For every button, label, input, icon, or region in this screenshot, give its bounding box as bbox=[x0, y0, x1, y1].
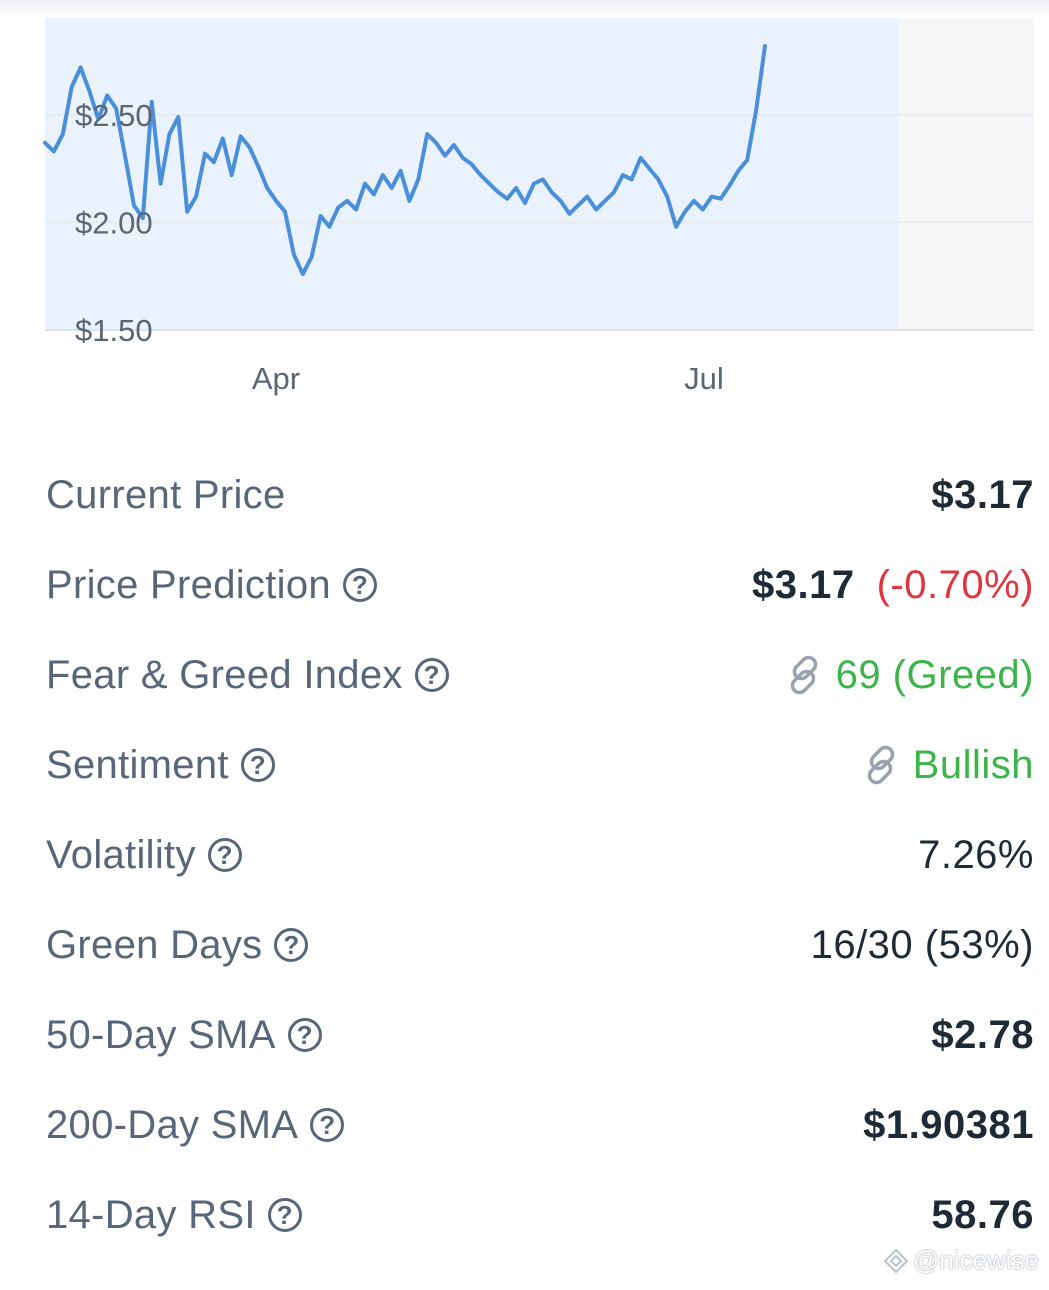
price-chart-svg: $2.50 $2.00 $1.50 Apr Jul bbox=[43, 18, 1034, 396]
top-shadow bbox=[0, 0, 1049, 18]
prediction-change: (-0.70%) bbox=[876, 562, 1034, 607]
stat-row-green-days: Green Days ? 16/30 (53%) bbox=[46, 900, 1034, 990]
price-chart[interactable]: $2.50 $2.00 $1.50 Apr Jul bbox=[0, 0, 1049, 420]
chart-x-tick-label: Apr bbox=[252, 361, 300, 396]
stat-value-green-days: 16/30 (53%) bbox=[810, 922, 1034, 967]
help-circle-icon[interactable]: ? bbox=[274, 928, 309, 962]
stat-value-current-price: $3.17 bbox=[931, 472, 1034, 517]
stat-label-fear-greed: Fear & Greed Index ? bbox=[46, 653, 449, 698]
chart-y-tick-label: $2.50 bbox=[75, 98, 153, 133]
stat-value-fear-greed: 69 (Greed) bbox=[782, 653, 1034, 698]
chart-x-tick-label: Jul bbox=[684, 361, 724, 396]
chart-y-tick-label: $2.00 bbox=[75, 205, 153, 240]
help-circle-icon[interactable]: ? bbox=[287, 1018, 322, 1052]
stat-label-text: 200-Day SMA bbox=[46, 1102, 299, 1147]
stat-label-price-prediction: Price Prediction ? bbox=[46, 563, 377, 608]
stat-label-200-day-sma: 200-Day SMA ? bbox=[46, 1102, 345, 1148]
chart-y-tick-label: $1.50 bbox=[75, 313, 153, 348]
prediction-price: $3.17 bbox=[752, 562, 855, 607]
stat-value-50-day-sma: $2.78 bbox=[931, 1012, 1034, 1057]
chart-area-background bbox=[45, 18, 898, 330]
help-circle-icon[interactable]: ? bbox=[240, 748, 275, 782]
stat-row-volatility: Volatility ? 7.26% bbox=[46, 810, 1034, 900]
link-icon[interactable] bbox=[859, 743, 903, 787]
stat-label-text: 50-Day SMA bbox=[46, 1012, 276, 1057]
stat-row-current-price: Current Price $3.17 bbox=[46, 450, 1034, 540]
stat-row-sentiment: Sentiment ? Bullish bbox=[46, 720, 1034, 810]
stat-row-price-prediction: Price Prediction ? $3.17 (-0.70%) bbox=[46, 540, 1034, 630]
watermark-text: @nicewise bbox=[912, 1245, 1039, 1275]
watermark-logo-icon bbox=[883, 1248, 909, 1273]
stat-label-14-day-rsi: 14-Day RSI ? bbox=[46, 1193, 302, 1238]
help-circle-icon[interactable]: ? bbox=[310, 1108, 345, 1142]
fear-greed-value[interactable]: 69 (Greed) bbox=[835, 652, 1034, 697]
stat-label-text: 14-Day RSI bbox=[46, 1192, 256, 1237]
stat-value-14-day-rsi: 58.76 bbox=[931, 1192, 1034, 1237]
stat-label-green-days: Green Days ? bbox=[46, 922, 309, 968]
stat-label-50-day-sma: 50-Day SMA ? bbox=[46, 1013, 322, 1058]
stat-label-text: Green Days bbox=[46, 922, 263, 967]
watermark: @nicewise bbox=[883, 1245, 1039, 1276]
stat-row-fear-greed: Fear & Greed Index ? 69 (Greed) bbox=[46, 630, 1034, 720]
sentiment-value[interactable]: Bullish bbox=[912, 742, 1034, 787]
stat-label-sentiment: Sentiment ? bbox=[46, 743, 275, 788]
help-circle-icon[interactable]: ? bbox=[414, 658, 449, 692]
stat-row-50-day-sma: 50-Day SMA ? $2.78 bbox=[46, 990, 1034, 1080]
stat-label-current-price: Current Price bbox=[46, 473, 286, 518]
chart-price-line bbox=[43, 44, 767, 277]
help-circle-icon[interactable]: ? bbox=[342, 568, 377, 602]
chart-future-background bbox=[898, 18, 1034, 330]
stat-label-text: Sentiment bbox=[46, 742, 229, 787]
help-circle-icon[interactable]: ? bbox=[207, 838, 242, 872]
link-icon[interactable] bbox=[782, 653, 826, 697]
help-circle-icon[interactable]: ? bbox=[267, 1198, 302, 1232]
stat-label-text: Current Price bbox=[46, 472, 286, 517]
stat-value-price-prediction: $3.17 (-0.70%) bbox=[752, 563, 1034, 608]
stat-label-text: Price Prediction bbox=[46, 562, 331, 607]
stat-value-200-day-sma: $1.90381 bbox=[863, 1102, 1034, 1147]
stat-label-text: Fear & Greed Index bbox=[46, 652, 403, 697]
stat-row-200-day-sma: 200-Day SMA ? $1.90381 bbox=[46, 1080, 1034, 1170]
stat-label-volatility: Volatility ? bbox=[46, 833, 242, 878]
stat-value-volatility: 7.26% bbox=[918, 832, 1034, 877]
stat-value-sentiment: Bullish bbox=[859, 743, 1034, 788]
stat-row-14-day-rsi: 14-Day RSI ? 58.76 bbox=[46, 1170, 1034, 1260]
stat-label-text: Volatility bbox=[46, 832, 196, 877]
stats-list: Current Price $3.17 Price Prediction ? $… bbox=[46, 450, 1034, 1260]
